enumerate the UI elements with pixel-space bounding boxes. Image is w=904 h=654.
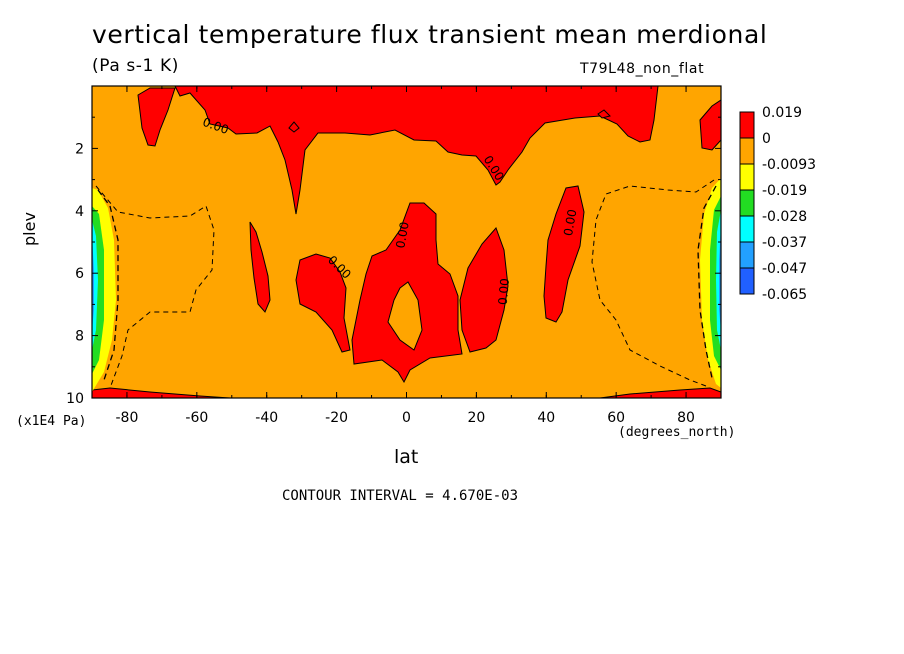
legend-label: -0.037	[762, 235, 807, 251]
contour-fill-layer	[92, 86, 721, 398]
legend-label: -0.0093	[762, 157, 816, 173]
run-label: T79L48_non_flat	[580, 61, 705, 77]
positive-region-bottom-right	[599, 387, 721, 398]
y-tick-label: 2	[75, 141, 84, 157]
x-tick-label: 0	[402, 410, 411, 426]
legend-swatch	[739, 137, 755, 165]
x-tick-label: 80	[677, 410, 695, 426]
positive-region-top	[140, 86, 659, 215]
legend-swatch	[739, 241, 755, 269]
legend-label: 0	[762, 131, 771, 147]
negative-contour-left-outer	[95, 185, 215, 389]
positive-region-right-column	[543, 185, 585, 323]
y-tick-label: 8	[75, 329, 84, 345]
y-axis: 2 4 6 8 10	[66, 116, 721, 407]
positive-region-islet-1	[288, 121, 300, 133]
x-axis-units: (degrees_north)	[618, 425, 736, 440]
negative-contour-left-inner	[97, 189, 119, 381]
legend-label: -0.028	[762, 209, 807, 225]
positive-region-center-left	[295, 253, 351, 353]
x-axis-label: lat	[394, 446, 419, 468]
legend-swatch	[739, 215, 755, 243]
legend-label: -0.065	[762, 287, 807, 303]
x-tick-label: 20	[467, 410, 485, 426]
positive-region-left-column	[249, 221, 271, 313]
positive-region-top-left	[137, 87, 176, 147]
x-tick-label: 40	[537, 410, 555, 426]
x-tick-label: -60	[185, 410, 208, 426]
legend-label: -0.047	[762, 261, 807, 277]
legend-swatch	[739, 189, 755, 217]
y-tick-label: 4	[75, 204, 84, 220]
x-tick-label: -40	[255, 410, 278, 426]
chart-title: vertical temperature flux transient mean…	[92, 20, 768, 49]
y-axis-multiplier: (x1E4 Pa)	[16, 414, 87, 429]
contour-label: 0.00	[561, 208, 579, 237]
positive-region-islet-2	[597, 109, 611, 119]
positive-region-top-right	[699, 99, 721, 151]
legend-swatch	[739, 111, 755, 139]
negative-contour-right-outer	[591, 179, 715, 387]
negative-band-left-3	[92, 220, 98, 350]
positive-region-center-right	[459, 227, 509, 353]
y-tick-label: 10	[66, 391, 84, 407]
x-axis: -80 -60 -40 -20 0 20 40 60 80	[91, 86, 722, 426]
x-tick-label: 60	[607, 410, 625, 426]
legend-swatch	[739, 267, 755, 295]
legend-label: -0.019	[762, 183, 807, 199]
positive-region-center	[351, 202, 463, 384]
legend-label: 0.019	[762, 105, 802, 121]
negative-contour-right-inner	[697, 185, 717, 379]
chart-units: (Pa s-1 K)	[92, 56, 179, 76]
contour-label: 0.00	[393, 221, 411, 250]
legend-swatch	[739, 163, 755, 191]
contour-interval: CONTOUR INTERVAL = 4.670E-03	[282, 488, 519, 504]
y-tick-label: 6	[75, 266, 84, 282]
x-tick-label: -80	[116, 410, 139, 426]
color-legend: 0.019 0 -0.0093 -0.019 -0.028 -0.037 -0.047 -0.…	[739, 105, 816, 303]
contour-label: 0.00	[496, 278, 512, 306]
x-tick-label: -20	[325, 410, 348, 426]
